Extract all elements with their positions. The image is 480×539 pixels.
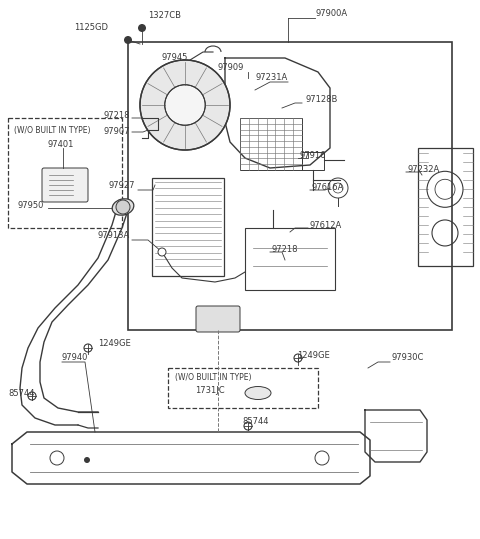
Text: 97231A: 97231A xyxy=(255,73,287,82)
Circle shape xyxy=(165,85,205,125)
Text: 97916: 97916 xyxy=(300,151,326,161)
Circle shape xyxy=(116,200,130,214)
Text: 97907: 97907 xyxy=(104,128,130,136)
Circle shape xyxy=(84,457,90,463)
FancyBboxPatch shape xyxy=(196,306,240,332)
Text: 1249GE: 1249GE xyxy=(98,340,131,349)
Text: 1731JC: 1731JC xyxy=(195,386,225,395)
Bar xyxy=(128,42,452,330)
Text: 97945: 97945 xyxy=(162,53,188,63)
Text: 97401: 97401 xyxy=(48,140,74,149)
Circle shape xyxy=(140,60,230,150)
Text: 97950: 97950 xyxy=(18,202,44,211)
Text: 97218: 97218 xyxy=(104,112,130,121)
Text: 85744: 85744 xyxy=(242,418,268,426)
Text: 97913A: 97913A xyxy=(98,231,130,239)
Bar xyxy=(152,178,224,276)
Text: 1327CB: 1327CB xyxy=(148,10,181,19)
Text: 97612A: 97612A xyxy=(310,222,342,231)
Bar xyxy=(240,118,302,170)
Circle shape xyxy=(124,36,132,44)
Ellipse shape xyxy=(245,386,271,399)
Text: 97616A: 97616A xyxy=(312,183,344,192)
Text: 97927: 97927 xyxy=(108,182,135,190)
Text: 85744: 85744 xyxy=(8,389,35,397)
Circle shape xyxy=(50,451,64,465)
FancyBboxPatch shape xyxy=(42,168,88,202)
Bar xyxy=(8,118,122,228)
Circle shape xyxy=(158,248,166,256)
Text: 97930C: 97930C xyxy=(392,354,424,363)
Bar xyxy=(245,228,335,290)
Text: 97218: 97218 xyxy=(272,245,299,254)
Text: 97940: 97940 xyxy=(62,354,88,363)
Ellipse shape xyxy=(112,199,134,215)
Text: 1249GE: 1249GE xyxy=(297,350,330,360)
Text: 1125GD: 1125GD xyxy=(74,24,108,32)
Bar xyxy=(168,368,318,408)
Text: (W/O BUILT IN TYPE): (W/O BUILT IN TYPE) xyxy=(14,126,91,135)
Circle shape xyxy=(315,451,329,465)
Text: 97900A: 97900A xyxy=(315,10,347,18)
Text: 97909: 97909 xyxy=(218,64,244,73)
Text: 97232A: 97232A xyxy=(408,165,440,175)
Bar xyxy=(302,152,324,170)
Bar xyxy=(418,148,473,266)
Text: (W/O BUILT IN TYPE): (W/O BUILT IN TYPE) xyxy=(175,373,252,382)
Text: 97128B: 97128B xyxy=(305,95,337,105)
Circle shape xyxy=(138,24,146,32)
